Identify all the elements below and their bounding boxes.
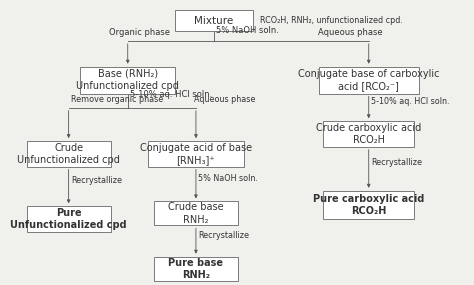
Text: Pure base
RNH₂: Pure base RNH₂ <box>168 258 223 280</box>
Text: 5% NaOH soln.: 5% NaOH soln. <box>198 174 258 183</box>
FancyBboxPatch shape <box>27 206 110 232</box>
Text: 5-10% aq. HCl soln.: 5-10% aq. HCl soln. <box>371 97 449 106</box>
FancyBboxPatch shape <box>154 201 238 225</box>
Text: Aqueous phase: Aqueous phase <box>318 28 383 37</box>
Text: Aqueous phase: Aqueous phase <box>194 95 255 105</box>
Text: Organic phase: Organic phase <box>109 28 170 37</box>
Text: Pure
Unfunctionalized cpd: Pure Unfunctionalized cpd <box>10 208 127 230</box>
FancyBboxPatch shape <box>154 257 238 281</box>
Text: Crude base
RNH₂: Crude base RNH₂ <box>168 202 224 225</box>
Text: Base (RNH₂)
Unfunctionalized cpd: Base (RNH₂) Unfunctionalized cpd <box>76 69 179 91</box>
Text: Recrystallize: Recrystallize <box>371 158 422 167</box>
Text: Crude
Unfunctionalized cpd: Crude Unfunctionalized cpd <box>17 143 120 165</box>
FancyBboxPatch shape <box>175 10 253 31</box>
FancyBboxPatch shape <box>319 67 419 93</box>
Text: Pure carboxylic acid
RCO₂H: Pure carboxylic acid RCO₂H <box>313 194 424 216</box>
FancyBboxPatch shape <box>148 141 244 167</box>
Text: Recrystallize: Recrystallize <box>71 176 122 185</box>
FancyBboxPatch shape <box>323 191 414 219</box>
FancyBboxPatch shape <box>27 141 110 167</box>
Text: 5% NaOH soln.: 5% NaOH soln. <box>217 26 279 35</box>
Text: RCO₂H, RNH₂, unfunctionalized cpd.: RCO₂H, RNH₂, unfunctionalized cpd. <box>260 16 402 25</box>
Text: Crude carboxylic acid
RCO₂H: Crude carboxylic acid RCO₂H <box>316 123 421 145</box>
Text: Mixture: Mixture <box>194 16 234 26</box>
Text: Recrystallize: Recrystallize <box>198 231 249 240</box>
Text: Conjugate base of carboxylic
acid [RCO₂⁻]: Conjugate base of carboxylic acid [RCO₂⁻… <box>298 69 439 91</box>
Text: Conjugate acid of base
[RNH₃]⁺: Conjugate acid of base [RNH₃]⁺ <box>140 143 252 165</box>
Text: Remove organic phase: Remove organic phase <box>71 95 163 105</box>
FancyBboxPatch shape <box>80 67 175 93</box>
Text: 5-10% aq. HCl soln.: 5-10% aq. HCl soln. <box>130 90 212 99</box>
FancyBboxPatch shape <box>323 121 414 147</box>
